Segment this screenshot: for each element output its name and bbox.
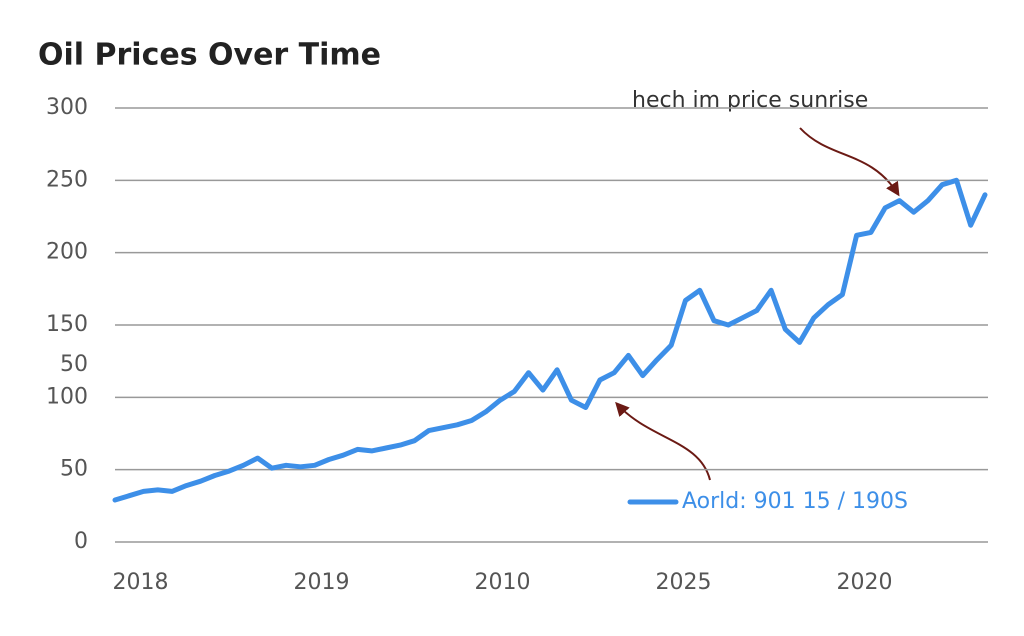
data-line [112,177,988,503]
x-tick-label: 2018 [113,570,169,595]
x-tick-label: 2019 [294,570,350,595]
chart-title: Oil Prices Over Time [38,38,381,73]
annotation: hech im price sunrise [632,88,868,113]
y-tick-label: 50 [60,457,88,482]
y-tick-label: 150 [46,312,88,337]
y-tick-label: 100 [46,384,88,409]
annotation-arrow [615,401,711,481]
y-tick-label: 0 [74,529,88,554]
annotation-arrow [799,127,900,197]
x-tick-label: 2025 [656,570,712,595]
x-tick-label: 2020 [837,570,893,595]
y-tick-label: 250 [46,167,88,192]
y-tick-label: 300 [46,95,88,120]
y-tick-label: 200 [46,240,88,265]
x-tick-label: 2010 [475,570,531,595]
legend-label: Aorld: 901 15 / 190S [682,489,908,514]
stray-tick-label: 50 [60,352,88,377]
